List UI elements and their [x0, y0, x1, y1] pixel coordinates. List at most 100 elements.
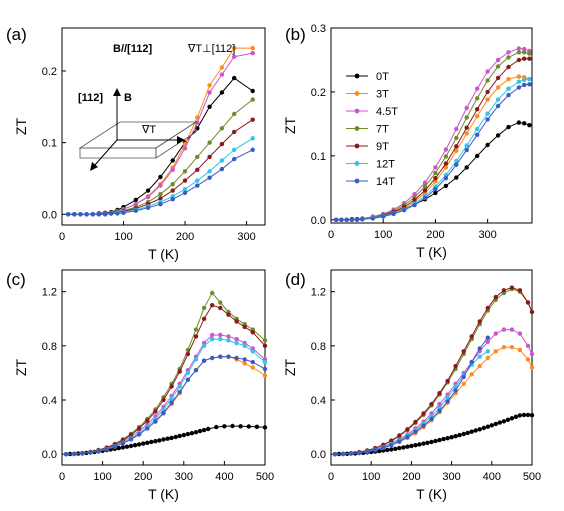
data-point [385, 447, 390, 453]
data-point [454, 162, 459, 167]
data-point [389, 447, 394, 452]
y-tick-label: 0.4 [311, 395, 326, 407]
data-point [177, 433, 182, 439]
x-tick-label: 100 [93, 471, 111, 483]
data-point [128, 443, 134, 449]
data-point [513, 414, 519, 419]
data-point [422, 195, 428, 201]
data-point [433, 438, 438, 444]
data-point [195, 178, 200, 183]
y-tick-label: 0.0 [311, 449, 326, 461]
x-tick-label: 400 [215, 471, 233, 483]
data-point [525, 412, 531, 418]
y-tick-label: 1.2 [311, 287, 326, 299]
y-tick-label: 0.0 [42, 449, 57, 461]
data-point [429, 401, 434, 407]
data-point [461, 431, 466, 437]
data-point [477, 354, 482, 359]
data-point [250, 136, 255, 141]
data-point [469, 359, 474, 365]
series-14T [63, 354, 268, 457]
data-point [516, 57, 522, 63]
data-point [527, 123, 532, 128]
data-point [80, 451, 85, 456]
data-point [529, 351, 535, 357]
y-tick-label: 0.8 [42, 341, 57, 353]
x-tick-label: 100 [362, 471, 380, 483]
data-point [517, 331, 523, 336]
series-line [334, 350, 489, 455]
data-point [481, 425, 486, 431]
data-point [161, 437, 166, 442]
data-point [210, 290, 215, 296]
data-point [413, 419, 418, 425]
data-point [506, 55, 511, 60]
series-line [334, 287, 533, 455]
data-point [381, 445, 386, 451]
legend-label: 0T [376, 71, 389, 83]
data-point [161, 397, 166, 403]
data-point [234, 355, 239, 361]
data-point [170, 167, 175, 172]
data-point [250, 147, 255, 152]
data-point [489, 423, 494, 428]
data-point [262, 425, 268, 430]
data-point [207, 169, 212, 174]
data-point [149, 439, 154, 445]
data-point [182, 178, 188, 183]
data-point [173, 434, 178, 440]
data-point [170, 158, 175, 163]
series-7T [332, 286, 535, 457]
data-point [116, 445, 122, 451]
data-point [246, 424, 251, 429]
data-point [495, 64, 501, 69]
data-point [250, 349, 255, 354]
data-point [182, 187, 188, 192]
legend-label: 12T [376, 159, 395, 171]
data-point [169, 384, 174, 389]
x-tick-label: 500 [523, 471, 541, 483]
data-point [516, 46, 522, 51]
data-point [421, 411, 426, 416]
data-point [193, 334, 199, 339]
data-point [262, 343, 268, 348]
data-point [218, 336, 223, 342]
data-point [421, 441, 426, 446]
data-point [413, 429, 418, 434]
diag-arrow-line [93, 139, 118, 167]
data-point [234, 340, 239, 346]
x-tick-label: 0 [328, 229, 334, 241]
data-point [525, 300, 531, 305]
gradT-arrow-head [177, 136, 185, 144]
data-point [441, 436, 446, 442]
data-point [185, 370, 191, 376]
x-tick-label: 300 [478, 229, 496, 241]
data-point [449, 435, 454, 440]
legend-marker [354, 91, 360, 96]
y-tick-label: 1.2 [42, 287, 57, 299]
data-point [78, 212, 83, 217]
legend-label: 3T [376, 89, 389, 101]
data-point [170, 188, 175, 193]
data-point [377, 448, 382, 454]
b-vector-label: B [124, 92, 132, 104]
data-point [443, 183, 449, 189]
data-point [493, 331, 498, 336]
data-point [517, 413, 523, 418]
data-point [485, 424, 490, 429]
data-point [495, 103, 501, 109]
data-point [412, 197, 417, 203]
x-axis-label: T (K) [148, 486, 179, 502]
data-point [182, 190, 188, 195]
data-point [429, 439, 434, 445]
data-point [201, 427, 207, 433]
data-point [254, 424, 260, 429]
x-tick-label: 0 [59, 231, 65, 243]
data-point [195, 154, 200, 160]
data-point [397, 445, 402, 451]
data-point [219, 166, 225, 172]
axis-112-label: [112] [78, 92, 103, 104]
data-point [145, 194, 151, 200]
data-point [525, 357, 531, 362]
data-point [516, 85, 522, 90]
